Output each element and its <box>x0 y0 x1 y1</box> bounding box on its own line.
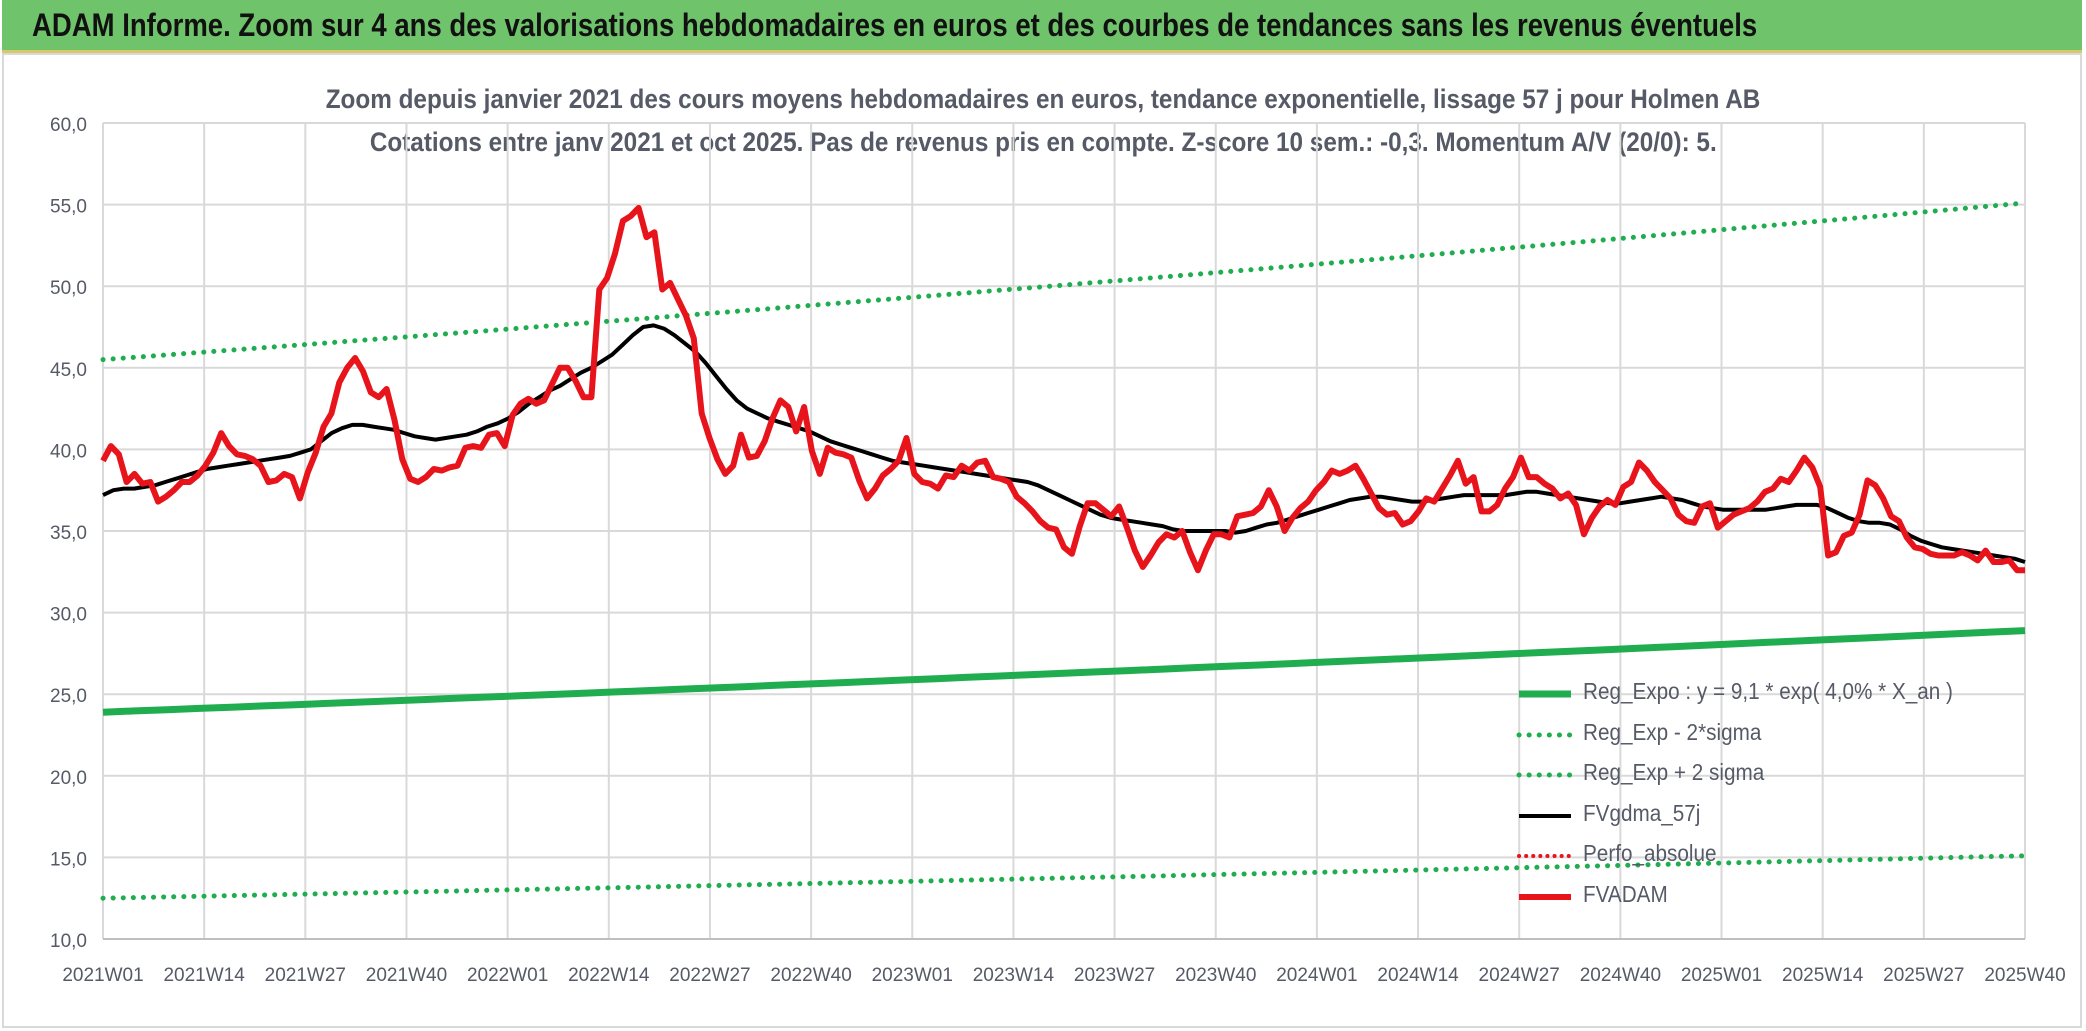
x-tick-label: 2022W40 <box>770 965 851 986</box>
chart-subtitle: Cotations entre janv 2021 et oct 2025. P… <box>0 127 2086 158</box>
chart-frame <box>2 53 2082 1028</box>
legend-swatch <box>1517 854 1573 858</box>
x-tick-label: 2022W01 <box>467 965 548 986</box>
x-tick-label: 2025W27 <box>1883 965 1964 986</box>
series-upper-band <box>100 200 2028 363</box>
chart-title-text: Zoom depuis janvier 2021 des cours moyen… <box>325 84 1761 114</box>
y-tick-label: 35,0 <box>50 523 87 544</box>
y-tick-label: 15,0 <box>50 849 87 870</box>
x-tick-label: 2024W40 <box>1580 965 1661 986</box>
x-tick-label: 2024W14 <box>1377 965 1459 986</box>
legend-swatch <box>1519 813 1571 818</box>
y-tick-label: 55,0 <box>50 197 87 218</box>
header-banner: ADAM Informe. Zoom sur 4 ans des valoris… <box>2 0 2082 53</box>
x-tick-label: 2021W27 <box>265 965 346 986</box>
y-tick-label: 45,0 <box>50 360 87 381</box>
series-fvgdma-57j <box>102 323 2026 564</box>
legend-swatch <box>1519 690 1571 698</box>
legend-swatch <box>1519 893 1571 900</box>
chart-subtitle-text: Cotations entre janv 2021 et oct 2025. P… <box>369 127 1717 157</box>
x-tick-label: 2024W01 <box>1276 965 1357 986</box>
x-tick-label: 2024W27 <box>1479 965 1560 986</box>
chart-series <box>100 200 2028 901</box>
x-tick-label: 2023W40 <box>1175 965 1256 986</box>
x-tick-label: 2022W14 <box>568 965 650 986</box>
y-tick-label: 25,0 <box>50 686 87 707</box>
x-tick-label: 2023W14 <box>973 965 1055 986</box>
x-tick-label: 2023W27 <box>1074 965 1155 986</box>
series-reg-expo <box>102 627 2026 716</box>
series-lower-band <box>100 853 2028 901</box>
y-tick-label: 60,0 <box>50 115 87 136</box>
x-tick-label: 2021W14 <box>163 965 245 986</box>
x-tick-label: 2021W01 <box>62 965 143 986</box>
legend-label: FVgdma_57j <box>1583 799 1701 826</box>
chart-title: Zoom depuis janvier 2021 des cours moyen… <box>0 84 2086 115</box>
y-tick-label: 20,0 <box>50 768 87 789</box>
series-fvadam <box>100 204 2025 574</box>
legend-label: Reg_Expo : y = 9,1 * exp( 4,0% * X_an ) <box>1583 678 1953 704</box>
legend-label: Reg_Exp - 2*sigma <box>1583 718 1762 745</box>
x-tick-label: 2025W14 <box>1782 965 1864 986</box>
x-tick-label: 2023W01 <box>872 965 953 986</box>
chart-grid <box>102 122 2026 940</box>
legend-swatch <box>1516 772 1574 778</box>
x-axis: 2021W01 2021W14 2021W27 2021W40 2022W01 2022W… <box>62 938 2066 986</box>
x-tick-label: 2022W27 <box>669 965 750 986</box>
y-tick-label: 40,0 <box>50 441 87 462</box>
x-tick-label: 2025W01 <box>1681 965 1762 986</box>
legend-label: FVADAM <box>1583 880 1668 907</box>
y-axis: 10,0 15,0 20,0 25,0 30,0 35,0 40,0 45,0 50,0 55,0… <box>50 115 87 952</box>
x-tick-label: 2025W40 <box>1984 965 2065 986</box>
legend-label: Reg_Exp + 2 sigma <box>1583 759 1765 785</box>
y-tick-label: 30,0 <box>50 605 87 626</box>
legend-swatch <box>1516 732 1574 737</box>
y-tick-label: 50,0 <box>50 278 87 299</box>
x-tick-label: 2021W40 <box>366 965 447 986</box>
header-title: ADAM Informe. Zoom sur 4 ans des valoris… <box>32 7 1758 43</box>
legend-label: Perfo_absolue <box>1583 840 1717 866</box>
y-tick-label: 10,0 <box>50 931 87 952</box>
